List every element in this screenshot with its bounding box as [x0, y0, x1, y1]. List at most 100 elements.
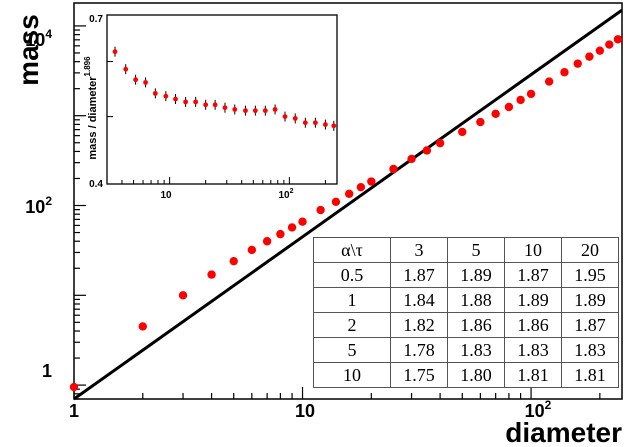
table-row-header: 0.5 [313, 262, 391, 288]
data-point [585, 52, 594, 61]
data-point [367, 177, 376, 186]
main-points [69, 35, 623, 392]
inset-data-point [292, 116, 298, 121]
inset-data-point [262, 108, 268, 114]
data-point [613, 35, 623, 44]
table-row: 0.5 1.87 1.89 1.87 1.95 [313, 262, 619, 288]
table-corner: α\τ [313, 237, 391, 263]
main-fit-line [73, 8, 623, 401]
data-point [458, 127, 467, 137]
data-point [526, 89, 536, 99]
table-cell: 1.88 [447, 287, 505, 313]
table-cell: 1.86 [447, 312, 505, 338]
y-axis-title: mass [13, 14, 44, 86]
data-point [356, 182, 366, 192]
y-tick-label-1: 1 [42, 361, 52, 381]
inset-data-point [152, 90, 158, 96]
inset-ticks [106, 14, 326, 185]
data-point [389, 164, 398, 174]
fit-line [73, 8, 623, 401]
table-cell: 1.83 [447, 337, 505, 363]
table-row-header: 1 [313, 287, 391, 313]
data-point [544, 77, 554, 86]
data-point [331, 197, 341, 206]
table-row: 5 1.78 1.83 1.83 1.83 [313, 337, 619, 363]
inset-data-point [193, 99, 199, 105]
table-cell: 1.89 [447, 262, 505, 288]
x-tick-label-1: 1 [69, 401, 79, 421]
inset-points [112, 46, 337, 131]
table-cell: 1.81 [561, 362, 619, 388]
inset-data-point [123, 66, 129, 72]
inset-data-point [183, 99, 188, 105]
table-header-row: α\τ 3 5 10 20 [313, 237, 619, 263]
inset-y-tick-label-04: 0.4 [89, 179, 103, 190]
inset-data-point [212, 102, 218, 108]
table-cell: 1.87 [561, 312, 619, 338]
data-point [605, 40, 614, 49]
data-point [407, 154, 416, 164]
inset-data-point [243, 108, 248, 114]
table-cell: 1.83 [561, 337, 619, 363]
table-row: 1 1.84 1.88 1.89 1.89 [313, 287, 619, 313]
exponent-table: α\τ 3 5 10 20 0.5 1.87 1.89 1.87 1.95 1 … [313, 237, 619, 388]
table-cell: 1.83 [504, 337, 562, 363]
data-point [207, 270, 216, 279]
inset-data-point [133, 77, 139, 83]
table-cell: 1.86 [504, 312, 562, 338]
main-plot-frame [73, 2, 623, 400]
data-point [573, 59, 582, 68]
data-point [560, 68, 569, 77]
inset-data-point [143, 79, 148, 85]
data-point [316, 205, 325, 215]
data-point [504, 102, 514, 112]
data-point [229, 256, 238, 266]
table-row: 10 1.75 1.80 1.81 1.81 [313, 362, 619, 388]
data-point [178, 291, 188, 300]
data-point [298, 217, 307, 226]
table-col-header: 5 [447, 237, 505, 263]
inset-data-point [173, 96, 178, 102]
table-cell: 1.84 [390, 287, 448, 313]
table-cell: 1.87 [390, 262, 448, 288]
inset-data-point [282, 114, 288, 120]
inset-x-tick-label-10: 10 [160, 190, 172, 201]
data-point [69, 382, 79, 392]
table-row-header: 5 [313, 337, 391, 363]
x-tick-label-10: 10 [295, 401, 315, 421]
table-cell: 1.87 [504, 262, 562, 288]
x-axis-title: diameter [505, 417, 622, 447]
table-col-header: 10 [504, 237, 562, 263]
table-cell: 1.80 [447, 362, 505, 388]
inset-y-axis-title: mass / diameter1.896 [83, 56, 99, 160]
table-cell: 1.78 [390, 337, 448, 363]
table-row-header: 2 [313, 312, 391, 338]
table-row-header: 10 [313, 362, 391, 388]
table-row: 2 1.82 1.86 1.86 1.87 [313, 312, 619, 338]
inset-data-point [322, 122, 328, 127]
inset-data-point [232, 107, 238, 112]
inset-data-point [252, 108, 258, 114]
data-point [287, 223, 297, 232]
data-point [276, 229, 285, 239]
inset-data-point [302, 120, 308, 126]
data-point [138, 322, 147, 331]
data-point [247, 245, 257, 255]
inset-data-point [312, 120, 318, 126]
inset-data-point [222, 105, 228, 111]
table-cell: 1.89 [504, 287, 562, 313]
table-cell: 1.95 [561, 262, 619, 288]
data-point [476, 117, 485, 127]
inset-data-point [203, 102, 209, 108]
table-cell: 1.75 [390, 362, 448, 388]
data-point [491, 109, 500, 119]
inset-frame [106, 14, 338, 185]
data-point [595, 46, 605, 55]
inset-y-tick-label-07: 0.7 [89, 14, 103, 25]
data-point [344, 189, 354, 199]
table-col-header: 20 [561, 237, 619, 263]
inset-data-point [331, 123, 337, 129]
data-point [422, 146, 432, 155]
inset-data-point [272, 107, 278, 112]
data-point [435, 138, 445, 148]
